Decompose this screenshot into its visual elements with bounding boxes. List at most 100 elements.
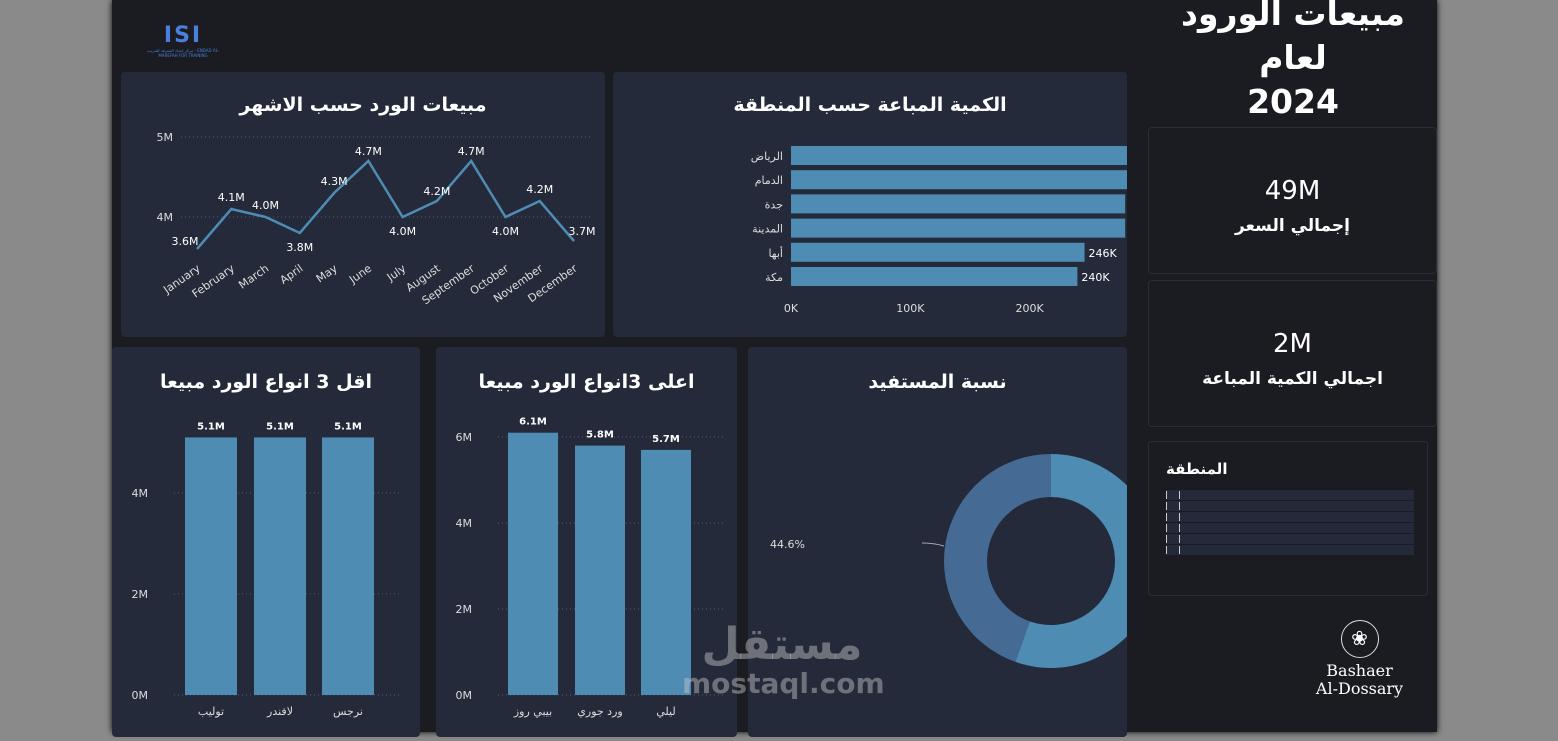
- data-label: 4.3M: [321, 175, 348, 188]
- leader-line: [921, 542, 945, 547]
- x-tick-label: 0K: [784, 302, 799, 315]
- donut-slice: [1015, 454, 1158, 668]
- data-label: 3.7M: [569, 225, 596, 238]
- data-label: 4.0M: [492, 225, 519, 238]
- bar: [641, 449, 691, 695]
- slicer-item[interactable]: [1166, 490, 1414, 500]
- x-tick-label: 200K: [1016, 302, 1045, 315]
- category-label: جدة: [765, 198, 783, 211]
- least-sold-card: اقل 3 انواع الورد مبيعا 0M 2M 4M 5.1M توليب 5…: [112, 347, 420, 737]
- category-label: ورد جوري: [577, 705, 622, 718]
- signature-line-1: Bashaer: [1326, 661, 1393, 680]
- x-tick-label: May: [314, 262, 340, 286]
- y-tick-label: 6M: [456, 431, 473, 444]
- data-label: 4.7M: [458, 145, 485, 158]
- top-sold-card: اعلى 3انواع الورد مبيعا 0M 2M 4M 6M 6.1M بيبي…: [436, 347, 737, 737]
- page-title: مبيعات الورود لعام 2024: [1150, 0, 1436, 124]
- y-tick-label: 2M: [132, 588, 149, 601]
- bar: [791, 242, 1085, 262]
- bar: [254, 437, 306, 695]
- top-sold-bar-chart: 0M 2M 4M 6M 6.1M بيبي روز 5.8M ورد جوري 5.7M ليلي: [456, 417, 726, 718]
- kpi-value: 2M: [1273, 329, 1312, 359]
- y-tick-label: 0M: [132, 689, 149, 702]
- logo-caption: مركز إعداد المعرفة للتدريب - ENDAD AL-MA…: [146, 48, 220, 58]
- region-quantity-card: الكمية المباعة حسب المنطقة الرياض321Kالد…: [613, 72, 1175, 337]
- x-tick-label: June: [346, 262, 374, 287]
- watermark-arabic: مستقل: [701, 619, 863, 670]
- checkbox[interactable]: [1166, 502, 1180, 510]
- checkbox[interactable]: [1166, 524, 1180, 532]
- kpi-total-price: 49M إجمالي السعر: [1148, 127, 1437, 274]
- data-label: 5.1M: [334, 421, 362, 432]
- bar: [575, 445, 625, 695]
- data-label: 5.1M: [266, 421, 294, 432]
- company-logo: ISI مركز إعداد المعرفة للتدريب - ENDAD A…: [138, 24, 228, 66]
- data-label: 4.2M: [526, 183, 553, 196]
- data-label: 4.0M: [389, 225, 416, 238]
- chart-title: اقل 3 انواع الورد مبيعا: [159, 371, 373, 393]
- category-label: نرجس: [333, 705, 363, 718]
- data-label: 3.6M: [172, 235, 199, 248]
- data-label: 6.1M: [519, 417, 547, 428]
- bar: [791, 267, 1078, 286]
- checkbox[interactable]: [1166, 535, 1180, 543]
- chart-title: الكمية المباعة حسب المنطقة: [733, 94, 1007, 116]
- checkbox[interactable]: [1166, 546, 1180, 554]
- slicer-item[interactable]: [1166, 534, 1414, 544]
- data-label: 5.7M: [652, 434, 680, 445]
- signature-logo: ❀ Bashaer Al-Dossary: [1292, 620, 1427, 698]
- least-sold-bar-chart: 0M 2M 4M 5.1M توليب 5.1M لافندر 5.1M نرجس: [132, 421, 402, 718]
- chart-title: نسبة المستفيد: [868, 371, 1007, 393]
- beneficiary-card: نسبة المستفيد 55.4%44.6%: [748, 347, 1215, 737]
- bar: [185, 437, 237, 695]
- category-label: بيبي روز: [513, 705, 552, 718]
- x-tick-label: July: [384, 262, 409, 285]
- monthly-sales-line-chart: 5M4M3.6MJanuary4.1MFebruary4.0MMarch3.8M…: [157, 131, 596, 307]
- x-tick-label: March: [236, 262, 271, 292]
- x-tick-label: 100K: [896, 302, 925, 315]
- category-label: أبها: [768, 246, 783, 260]
- data-label: 246K: [1089, 247, 1118, 260]
- bar: [791, 218, 1126, 238]
- region-slicer: المنطقة: [1148, 441, 1428, 596]
- data-label: 44.6%: [770, 538, 805, 551]
- y-tick-label: 4M: [456, 517, 473, 530]
- kpi-label: إجمالي السعر: [1234, 216, 1351, 236]
- category-label: المدينة: [752, 223, 783, 236]
- line-series: [196, 158, 575, 250]
- slicer-item[interactable]: [1166, 523, 1414, 533]
- slicer-item[interactable]: [1166, 501, 1414, 511]
- watermark-latin: mostaql.com: [682, 667, 885, 700]
- bar: [791, 146, 1175, 165]
- category-label: ليلي: [656, 705, 675, 718]
- category-label: الدمام: [755, 174, 783, 187]
- data-label: 4.1M: [218, 191, 245, 204]
- y-tick-label: 4M: [132, 487, 149, 500]
- title-line-1: مبيعات الورود لعام: [1181, 0, 1405, 77]
- dashboard-canvas: ISI مركز إعداد المعرفة للتدريب - ENDAD A…: [112, 0, 1437, 737]
- flower-icon: ❀: [1340, 620, 1379, 658]
- data-label: 3.8M: [286, 241, 313, 254]
- x-tick-label: April: [277, 262, 305, 287]
- checkbox[interactable]: [1166, 491, 1180, 499]
- slicer-item[interactable]: [1166, 512, 1414, 522]
- title-line-2: 2024: [1247, 82, 1339, 121]
- y-tick-label: 0M: [456, 689, 473, 702]
- checkbox[interactable]: [1166, 513, 1180, 521]
- signature-line-2: Al-Dossary: [1315, 679, 1404, 698]
- category-label: توليب: [198, 705, 224, 718]
- slicer-item[interactable]: [1166, 545, 1414, 555]
- data-label: 4.7M: [355, 145, 382, 158]
- bar: [322, 437, 374, 695]
- bar: [791, 170, 1139, 190]
- kpi-value: 49M: [1264, 176, 1321, 206]
- bar: [791, 194, 1126, 214]
- category-label: الرياض: [751, 150, 783, 163]
- category-label: مكة: [765, 271, 783, 284]
- y-tick-label: 4M: [157, 211, 174, 224]
- bar: [508, 432, 558, 695]
- data-label: 240K: [1081, 271, 1110, 284]
- slicer-title: المنطقة: [1166, 460, 1228, 478]
- chart-title: اعلى 3انواع الورد مبيعا: [478, 371, 695, 393]
- chart-title: مبيعات الورد حسب الاشهر: [239, 94, 487, 116]
